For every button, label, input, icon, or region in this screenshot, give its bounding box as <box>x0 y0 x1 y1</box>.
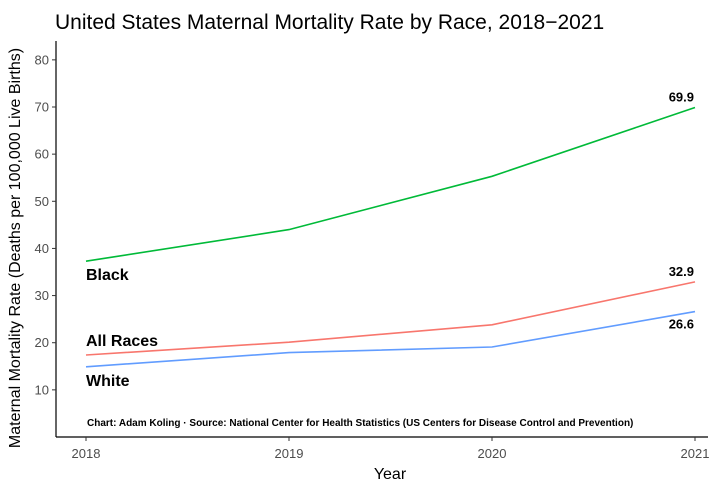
x-tick-label: 2021 <box>681 446 710 461</box>
x-axis-title: Year <box>374 466 407 483</box>
y-axis-title: Maternal Mortality Rate (Deaths per 100,… <box>7 48 24 448</box>
series-layer <box>85 106 696 368</box>
chart-title: United States Maternal Mortality Rate by… <box>55 11 604 34</box>
chart-caption: Chart: Adam Koling · Source: National Ce… <box>87 418 633 429</box>
label-layer: Black 69.9 All Races 32.9 White 26.6 <box>86 89 694 389</box>
x-tick-label: 2020 <box>478 446 507 461</box>
series-line-black <box>85 106 696 262</box>
y-tick-label: 60 <box>35 147 49 162</box>
end-value-label-white: 26.6 <box>669 317 694 332</box>
y-tick-label: 30 <box>35 288 49 303</box>
end-value-label-all-races: 32.9 <box>669 264 694 279</box>
series-line-all-races <box>85 281 696 356</box>
y-tick-label: 10 <box>35 382 49 397</box>
y-tick-label: 20 <box>35 335 49 350</box>
series-label-black: Black <box>86 267 129 284</box>
x-tick-label: 2019 <box>275 446 304 461</box>
series-line-white <box>85 310 696 368</box>
y-tick-label: 50 <box>35 194 49 209</box>
end-value-label-black: 69.9 <box>669 89 694 104</box>
y-tick-label: 40 <box>35 241 49 256</box>
series-label-all-races: All Races <box>86 333 158 350</box>
x-tick-label: 2018 <box>72 446 101 461</box>
y-axis: 10 20 30 40 50 60 70 80 <box>35 41 57 437</box>
y-tick-label: 70 <box>35 100 49 115</box>
y-tick-label: 80 <box>35 52 49 67</box>
series-label-white: White <box>86 373 130 390</box>
x-axis: 2018 2019 2020 2021 <box>56 436 710 461</box>
